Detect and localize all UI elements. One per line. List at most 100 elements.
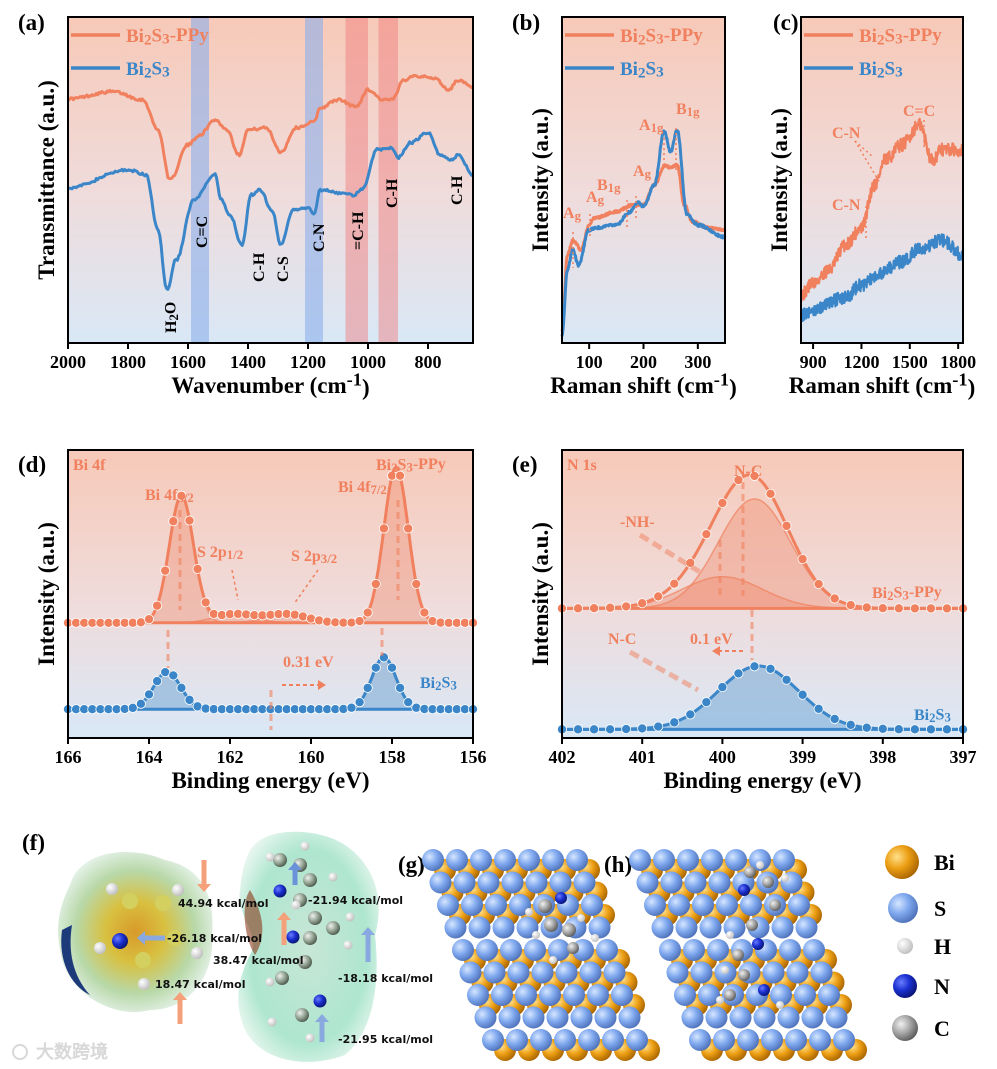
plot-frame	[561, 449, 964, 739]
arrow-head-icon	[712, 646, 720, 656]
arrow-head-icon	[318, 680, 326, 690]
atom	[305, 1033, 315, 1043]
atom	[532, 931, 540, 939]
atom	[732, 949, 744, 961]
atom	[476, 939, 498, 961]
atom	[809, 1029, 831, 1051]
atom	[265, 977, 275, 987]
data-point	[176, 682, 187, 693]
x-tick-label: 1400	[230, 352, 266, 372]
x-axis-label: Wavenumber (cm-1)	[171, 370, 369, 400]
atom	[500, 939, 522, 961]
x-tick-label: 800	[415, 352, 442, 372]
series-label-bi2s3: Bi2S3	[914, 707, 951, 725]
data-point	[573, 724, 584, 735]
atom	[659, 939, 681, 961]
arrow-head-icon	[197, 884, 211, 892]
data-point	[386, 662, 397, 673]
band-cc	[191, 17, 209, 343]
x-tick-label: 1200	[843, 352, 879, 372]
data-point	[909, 603, 920, 614]
atom	[833, 1029, 855, 1051]
atom	[803, 939, 825, 961]
atom	[752, 938, 764, 950]
data-point	[411, 702, 422, 713]
atom	[770, 984, 792, 1006]
series-line-bi2s3-ppy	[67, 73, 474, 181]
region-label: Bi 4f	[73, 457, 106, 474]
atom	[554, 1029, 576, 1051]
series-label-bi2s3: Bi2S3	[420, 675, 457, 693]
panel-h	[629, 849, 867, 1061]
annotation-nc: N-C	[608, 631, 636, 648]
annotation-ag: Ag	[633, 163, 652, 181]
data-point	[119, 703, 130, 714]
data-point	[346, 702, 357, 713]
data-point	[589, 724, 600, 735]
peak-guide	[854, 140, 881, 184]
series-label-bi2s3-ppy: Bi2S3-PPy	[376, 456, 446, 475]
legend-entry: Bi2S3-PPy	[126, 25, 209, 48]
panel-label: (g)	[398, 852, 425, 877]
x-tick-label: 2000	[50, 352, 86, 372]
arrow-head-icon	[315, 1014, 329, 1022]
atom	[482, 1029, 504, 1051]
data-point	[717, 497, 728, 508]
esp-positive-region	[244, 890, 263, 955]
atom	[707, 939, 729, 961]
esp-value: 18.47 kcal/mol	[155, 978, 245, 991]
x-axis-label: Binding energy (eV)	[171, 768, 369, 793]
atom	[581, 894, 603, 916]
data-point	[765, 488, 776, 499]
atom	[738, 884, 750, 896]
panel-label: (c)	[773, 10, 799, 35]
data-point	[354, 697, 365, 708]
atom	[794, 984, 816, 1006]
atom	[636, 871, 659, 894]
data-point	[701, 697, 712, 708]
y-axis-label: Intensity (a.u.)	[528, 108, 553, 252]
peak-guide	[854, 140, 874, 158]
atom	[596, 939, 618, 961]
atom	[468, 916, 491, 939]
atom	[483, 961, 506, 984]
atom	[498, 1006, 521, 1029]
atom	[779, 939, 801, 961]
atom	[713, 1029, 735, 1051]
atom	[740, 894, 762, 916]
plot-background	[68, 17, 473, 343]
watermark: 大数跨境	[36, 1041, 108, 1063]
data-point	[717, 682, 728, 693]
atom	[326, 921, 340, 935]
atom	[343, 940, 353, 950]
data-point	[781, 674, 792, 685]
atom	[507, 961, 530, 984]
data-point	[200, 597, 211, 608]
data-point	[781, 520, 792, 531]
atom	[345, 912, 355, 922]
atom	[725, 849, 747, 871]
data-point	[176, 490, 187, 501]
atom	[298, 955, 312, 969]
atom	[555, 961, 578, 984]
data-point	[289, 609, 300, 620]
panel-a: 2000 1800 1600 1400 1200 1000 800 Wavenumber (c…	[34, 16, 474, 400]
atom	[724, 989, 736, 1001]
data-point	[637, 723, 648, 734]
data-point	[877, 723, 888, 734]
series-line-bi2s3	[799, 233, 965, 322]
atom	[437, 894, 459, 916]
atom	[587, 984, 609, 1006]
atom	[701, 849, 723, 871]
x-tick-label: 1800	[940, 352, 976, 372]
atom	[762, 876, 774, 888]
data-point	[733, 475, 744, 486]
annotation-ch-alkene: =C-H	[350, 211, 367, 250]
atom	[291, 900, 301, 910]
atom	[328, 872, 338, 882]
atom	[135, 952, 151, 968]
atom	[313, 994, 327, 1008]
plot-frame	[800, 16, 964, 344]
x-tick-label: 1500	[892, 352, 928, 372]
